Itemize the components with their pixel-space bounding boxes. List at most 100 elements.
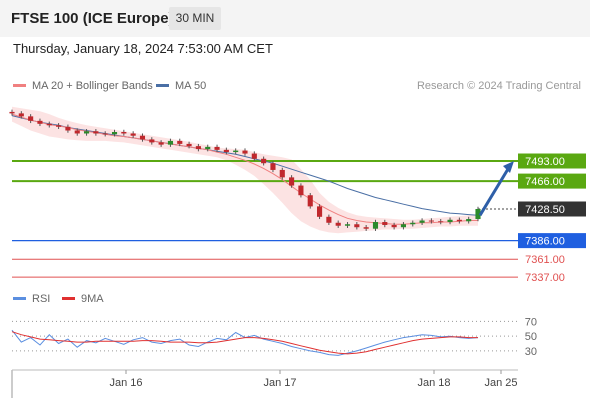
9ma-swatch xyxy=(62,296,75,300)
rsi-tick-label: 50 xyxy=(525,331,537,343)
candle-body xyxy=(251,153,257,159)
candle xyxy=(223,147,229,155)
candle-body xyxy=(326,216,332,223)
legend-9ma-label: 9MA xyxy=(81,293,104,305)
candle-body xyxy=(46,123,52,126)
candle xyxy=(139,133,146,142)
candle-body xyxy=(372,222,379,229)
level-label: 7428.50 xyxy=(525,204,565,216)
candle-body xyxy=(74,130,80,134)
level-tag-bg xyxy=(518,233,586,249)
candle-body xyxy=(261,158,267,164)
candle-body xyxy=(56,125,62,127)
ma50-swatch xyxy=(156,83,169,87)
candle-body xyxy=(102,133,108,135)
candle-body xyxy=(37,120,43,124)
legend-rsi-label: RSI xyxy=(32,293,51,305)
candle xyxy=(9,109,15,116)
candle-body xyxy=(18,113,24,117)
candle xyxy=(391,222,397,230)
legend-ma20-label: MA 20 + Bollinger Bands xyxy=(32,80,153,92)
candle xyxy=(344,222,351,228)
level-label-7361-00: 7361.00 xyxy=(525,254,565,266)
candle xyxy=(130,131,136,138)
rsi-swatch xyxy=(13,296,26,300)
candle-body xyxy=(186,143,192,147)
candle xyxy=(354,222,360,230)
candle-body xyxy=(419,220,425,223)
candle-body xyxy=(307,195,313,207)
candle xyxy=(111,129,118,137)
timeframe-button[interactable]: 30 MIN xyxy=(169,7,221,30)
level-tag-bg xyxy=(518,153,586,169)
legend-9ma: 9MA xyxy=(62,293,104,305)
candle xyxy=(438,219,444,225)
candle xyxy=(205,144,211,152)
candle-body xyxy=(83,131,90,134)
level-tag-7466-00: 7466.00 xyxy=(518,173,586,189)
candle xyxy=(242,148,248,156)
candle-body xyxy=(130,133,136,136)
candle-body xyxy=(410,222,416,225)
candle xyxy=(46,121,52,128)
candle xyxy=(363,224,369,231)
legend-rsi: RSI xyxy=(13,293,50,305)
candle-body xyxy=(316,206,323,217)
projection-arrow xyxy=(478,168,510,217)
candle xyxy=(149,137,155,145)
candle xyxy=(37,118,43,127)
candle xyxy=(372,219,379,231)
candle-body xyxy=(298,185,304,196)
level-label: 7386.00 xyxy=(525,236,565,248)
candle-body xyxy=(233,150,239,153)
candle xyxy=(475,206,481,222)
candle-body xyxy=(149,139,155,143)
x-tick-label: Jan 17 xyxy=(263,377,296,389)
rsi-9ma-line xyxy=(11,331,478,355)
candle xyxy=(261,156,267,166)
candle-body xyxy=(65,126,71,131)
candle xyxy=(289,175,295,188)
candle-body xyxy=(447,219,453,223)
level-tag-7428-50: 7428.50 xyxy=(518,201,586,217)
candle-body xyxy=(391,224,397,228)
candle xyxy=(419,218,425,225)
candle-body xyxy=(438,221,444,223)
candle-body xyxy=(223,149,229,153)
candle-body xyxy=(214,146,220,150)
candle xyxy=(251,151,257,162)
bollinger-band xyxy=(12,106,478,234)
candle xyxy=(28,114,34,124)
level-tag-7493-00: 7493.00 xyxy=(518,153,586,169)
candle-body xyxy=(466,219,472,222)
timestamp: Thursday, January 18, 2024 7:53:00 AM CE… xyxy=(13,41,273,56)
candle-body xyxy=(9,111,15,114)
legend-ma50: MA 50 xyxy=(156,80,206,92)
research-credit: Research © 2024 Trading Central xyxy=(416,80,581,92)
candle-body xyxy=(354,224,360,228)
candle-body xyxy=(167,140,174,145)
candle xyxy=(447,217,453,225)
candle xyxy=(270,161,276,173)
candle xyxy=(65,124,71,133)
candle xyxy=(102,131,108,137)
candle xyxy=(466,216,472,224)
candle-body xyxy=(28,116,34,121)
candle-body xyxy=(93,131,99,134)
candle xyxy=(326,214,332,225)
candle xyxy=(335,220,341,228)
candle-body xyxy=(139,135,146,140)
candle xyxy=(307,193,313,209)
candle xyxy=(456,217,462,224)
candle xyxy=(410,220,416,227)
candle-body xyxy=(335,222,341,226)
candle xyxy=(279,167,285,180)
projection-arrow-head xyxy=(503,161,514,174)
level-tag-bg xyxy=(518,173,586,189)
level-label: 7466.00 xyxy=(525,176,565,188)
candle-body xyxy=(382,222,388,225)
candle xyxy=(18,111,24,119)
level-label: 7493.00 xyxy=(525,156,565,168)
legend-ma20: MA 20 + Bollinger Bands xyxy=(13,80,153,92)
candle-body xyxy=(270,163,276,170)
